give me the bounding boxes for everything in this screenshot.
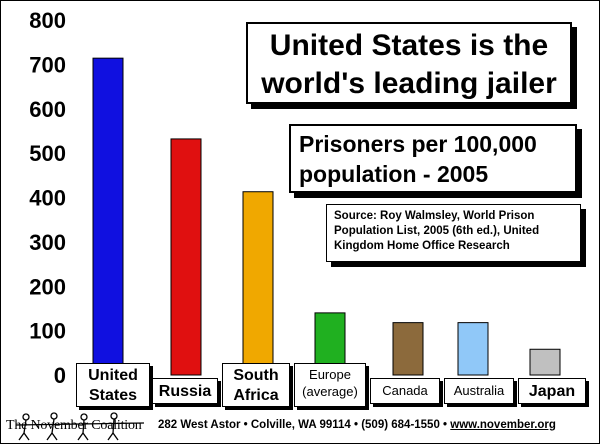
x-tick-label-line: Canada — [382, 383, 428, 398]
bar — [242, 191, 274, 376]
coalition-name: The November Coalition — [6, 418, 142, 433]
chart-title-line-2: world's leading jailer — [261, 67, 557, 100]
x-tick-label: United States — [76, 363, 150, 407]
bar — [457, 322, 489, 376]
footer-address: 282 West Astor • Colville, WA 99114 • (5… — [158, 419, 451, 431]
x-tick-label-line: Russia — [158, 383, 212, 400]
y-tick-label: 500 — [29, 141, 66, 166]
footer-contact: 282 West Astor • Colville, WA 99114 • (5… — [158, 419, 556, 431]
x-tick-label-line: Australia — [453, 383, 505, 398]
chart-subtitle-line-2: population - 2005 — [299, 161, 489, 187]
x-tick-label: Japan — [518, 378, 586, 404]
y-tick-label: 100 — [29, 319, 66, 344]
x-tick-label-line: Japan — [528, 383, 576, 400]
chart-subtitle: Prisoners per 100,000 population - 2005 — [289, 124, 577, 193]
bar — [392, 322, 424, 376]
source-note: Source: Roy Walmsley, World Prison Popul… — [326, 204, 581, 262]
x-tick-label: Australia — [444, 378, 514, 404]
x-tick-label-line: United — [88, 367, 138, 384]
x-tick-label-line: Africa — [233, 387, 279, 404]
source-line-3: Kingdom Home Office Research — [334, 240, 510, 252]
y-tick-label: 700 — [29, 52, 66, 77]
source-line-1: Source: Roy Walmsley, World Prison — [334, 210, 535, 222]
x-tick-label-line: States — [88, 387, 138, 404]
y-tick-label: 0 — [54, 363, 66, 388]
y-tick-label: 400 — [29, 186, 66, 211]
x-tick-label: South Africa — [222, 363, 290, 407]
chart-title-line-1: United States is the — [269, 29, 549, 62]
x-tick-label: Canada — [370, 378, 440, 404]
x-tick-label-line: Europe — [309, 367, 351, 382]
bar — [170, 138, 202, 376]
bar — [92, 57, 124, 376]
chart-title: United States is the world's leading jai… — [246, 22, 572, 104]
y-tick-label: 600 — [29, 97, 66, 122]
y-tick-label: 300 — [29, 230, 66, 255]
x-tick-label-line: (average) — [302, 384, 358, 399]
bar — [529, 348, 561, 376]
x-tick-label: Russia — [152, 378, 218, 404]
y-tick-label: 800 — [29, 8, 66, 33]
coalition-logo-art — [15, 412, 145, 441]
footer: The November Coalition 282 West Astor • … — [0, 411, 600, 444]
footer-url-link[interactable]: www.november.org — [450, 419, 556, 431]
source-line-2: Population List, 2005 (6th ed.), United — [334, 225, 540, 237]
chart-subtitle-line-1: Prisoners per 100,000 — [299, 131, 537, 157]
y-axis-ticks: 0 100 200 300 400 500 600 700 800 — [29, 8, 66, 388]
x-tick-label: Europe (average) — [294, 363, 366, 407]
x-tick-label-line: South — [233, 367, 279, 384]
y-tick-label: 200 — [29, 274, 66, 299]
